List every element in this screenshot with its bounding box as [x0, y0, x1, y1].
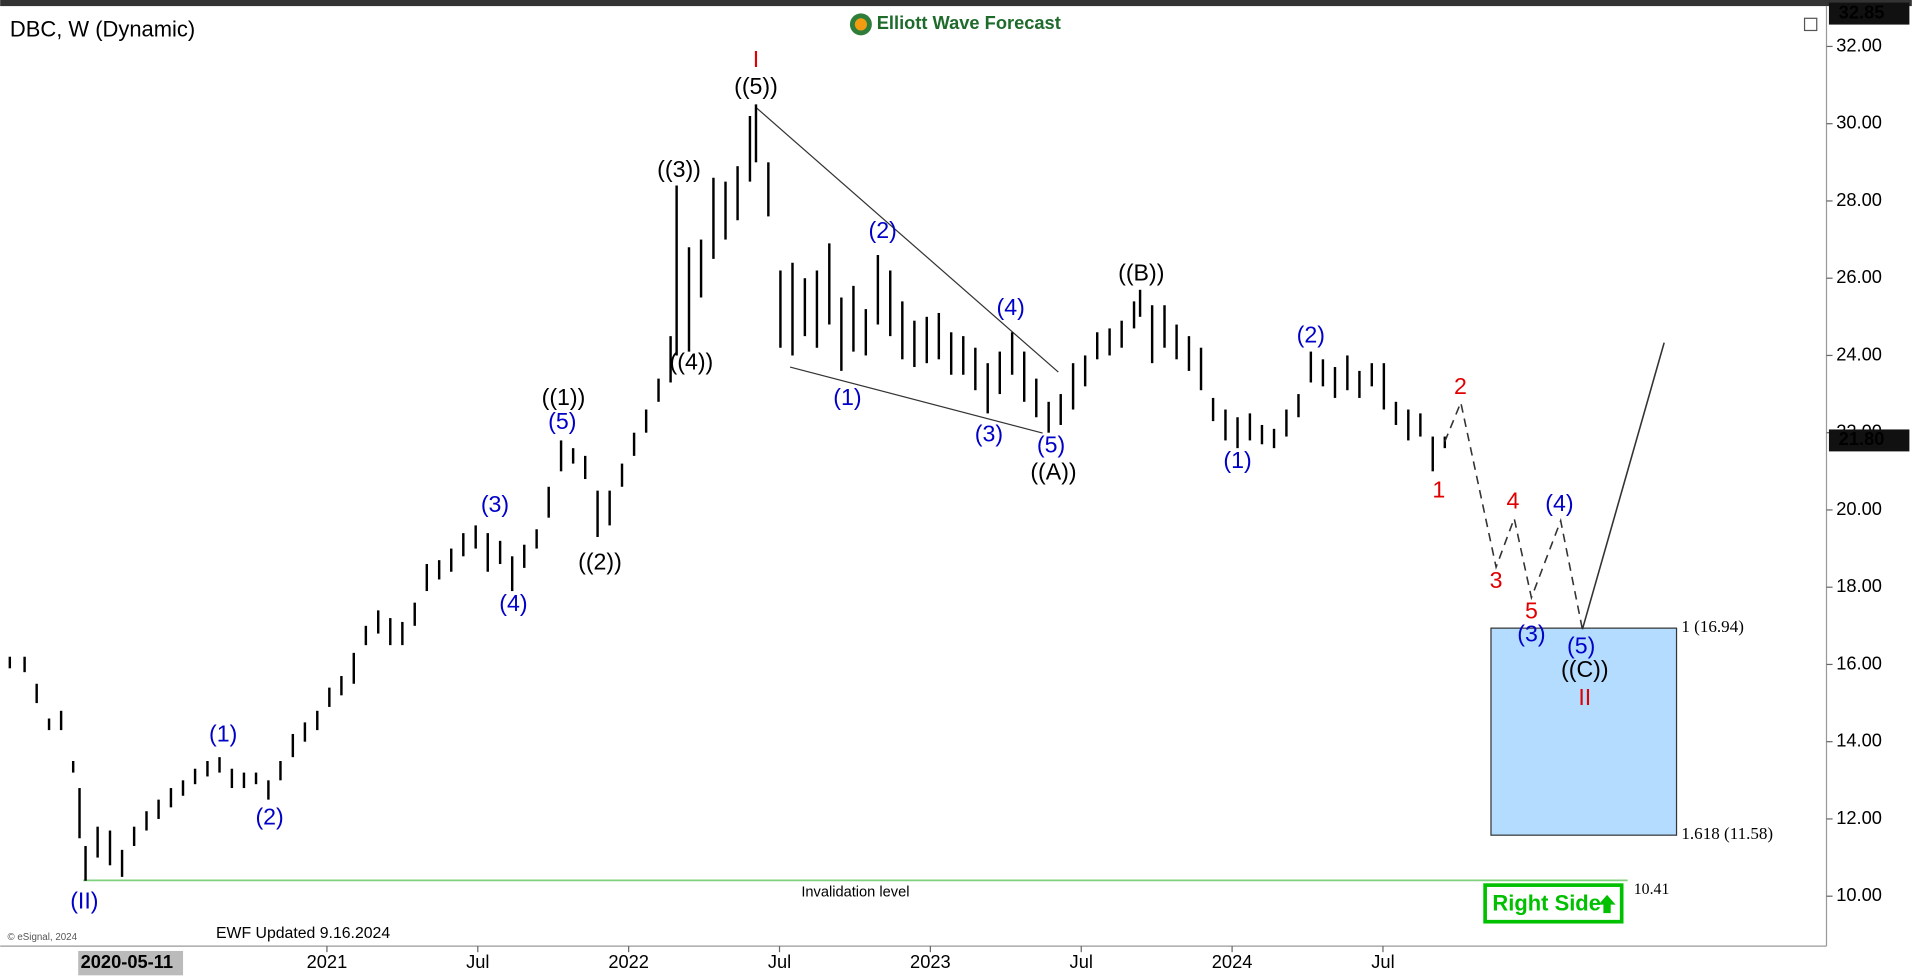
trendline — [789, 366, 1043, 434]
wave-label: (1) — [833, 384, 861, 410]
wave-label: 5 — [1525, 597, 1538, 623]
wave-label: ((A)) — [1030, 458, 1076, 484]
chart-title: DBC, W (Dynamic) — [10, 16, 195, 41]
crosshair-label-bg — [78, 950, 184, 976]
trendline — [755, 107, 1059, 373]
x-tick-label: 2022 — [608, 951, 649, 972]
y-tick-label: 28.00 — [1836, 189, 1882, 210]
wave-label: (3) — [1517, 621, 1545, 647]
invalidation-value: 10.41 — [1634, 881, 1670, 898]
y-tick-label: 18.00 — [1836, 575, 1882, 596]
y-tick-label: 20.00 — [1836, 498, 1882, 519]
price-tag: 21.80 — [1839, 428, 1885, 449]
wave-label: I — [753, 46, 759, 72]
x-tick-label: 2023 — [910, 951, 951, 972]
price-tag-bg — [1828, 429, 1910, 452]
wave-label: 2 — [1454, 373, 1467, 399]
wave-label: (4) — [996, 294, 1024, 320]
x-tick-label: Jul — [1371, 951, 1394, 972]
x-tick-label: Jul — [768, 951, 791, 972]
updated-note: EWF Updated 9.16.2024 — [216, 925, 390, 942]
fib-level-label: 1.618 (11.58) — [1681, 824, 1773, 843]
wave-label: ((4)) — [670, 349, 714, 375]
price-tag: 32.85 — [1839, 1, 1885, 22]
wave-label: (1) — [209, 720, 237, 746]
fib-level-label: 1 (16.94) — [1681, 617, 1743, 636]
wave-label: ((2)) — [578, 548, 622, 574]
wave-label: (3) — [481, 491, 509, 517]
wave-label: ((3)) — [657, 156, 701, 182]
wave-label: ((C)) — [1561, 656, 1609, 682]
wave-label: ((1)) — [542, 384, 586, 410]
plot-area — [8, 104, 1678, 882]
crosshair-label: 2020-05-11 — [81, 951, 173, 972]
y-tick-label: 14.00 — [1836, 730, 1882, 751]
window-icon[interactable] — [1803, 17, 1818, 32]
wave-label: (1) — [1223, 447, 1251, 473]
x-tick-label: 2021 — [307, 951, 348, 972]
wave-label: (3) — [975, 421, 1003, 447]
badge-text: Right Side — [1492, 890, 1600, 915]
wave-label: II — [1578, 684, 1591, 710]
projection-path — [1444, 399, 1584, 630]
wave-label: 4 — [1507, 488, 1520, 514]
badge-border — [1483, 883, 1624, 924]
wave-label: (2) — [1297, 322, 1325, 348]
brand-text: Elliott Wave Forecast — [877, 12, 1061, 33]
y-tick-label: 16.00 — [1836, 652, 1882, 673]
wave-label: (5) — [1567, 633, 1595, 659]
logo-icon-inner — [854, 18, 867, 31]
wave-label: (2) — [869, 217, 897, 243]
wave-label: (4) — [1545, 490, 1573, 516]
invalidation-text: Invalidation level — [801, 884, 909, 900]
y-tick-label: 12.00 — [1836, 807, 1882, 828]
y-tick-label: 32.00 — [1836, 34, 1882, 55]
y-tick-label: 30.00 — [1836, 112, 1882, 133]
wave-label: (4) — [499, 590, 527, 616]
x-tick-label: 2024 — [1212, 951, 1253, 972]
logo-background — [843, 9, 1078, 40]
wave-label: 1 — [1432, 477, 1445, 503]
wave-label: 3 — [1490, 567, 1503, 593]
badge-arrow — [1598, 894, 1616, 914]
y-tick-label: 24.00 — [1836, 343, 1882, 364]
right-side-badge: Right Side — [1483, 883, 1624, 924]
wave-label: ((5)) — [734, 73, 778, 99]
y-tick-label: 10.00 — [1836, 884, 1882, 905]
y-tick-label: 26.00 — [1836, 266, 1882, 287]
price-tag-bg — [1828, 2, 1910, 25]
x-tick-label: Jul — [466, 951, 489, 972]
wave-label: (5) — [1037, 431, 1065, 457]
brand-logo: Elliott Wave Forecast — [843, 9, 1078, 40]
wave-label: (2) — [255, 803, 283, 829]
fib-target-box — [1490, 627, 1678, 836]
wave-label: ((B)) — [1118, 259, 1164, 285]
wave-label: (5) — [548, 408, 576, 434]
wave-label: (II) — [70, 888, 98, 914]
copyright: © eSignal, 2024 — [7, 932, 77, 943]
top-border — [0, 0, 1912, 7]
rally-path — [1581, 342, 1665, 630]
x-tick-label: Jul — [1070, 951, 1093, 972]
